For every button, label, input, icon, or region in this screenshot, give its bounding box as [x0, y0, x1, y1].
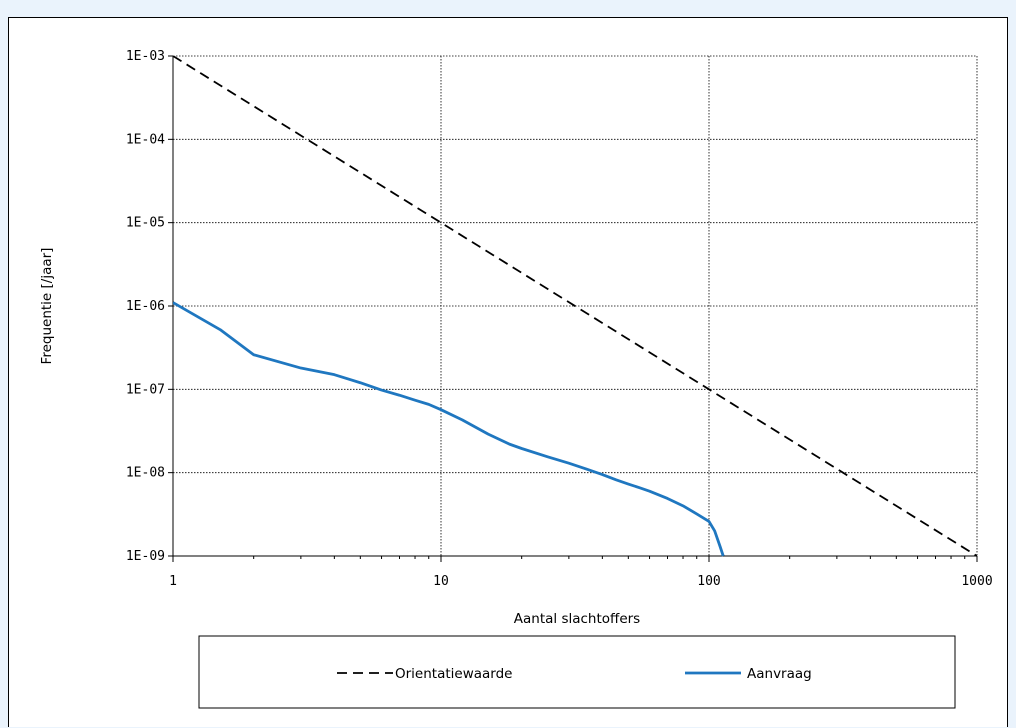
x-axis-title: Aantal slachtoffers [514, 611, 640, 627]
legend-label-aanvraag: Aanvraag [747, 666, 812, 682]
y-tick-label: 1E-03 [126, 49, 165, 64]
x-tick-label: 10 [433, 574, 449, 589]
legend-box [198, 635, 956, 709]
y-tick-label: 1E-06 [126, 299, 165, 314]
x-tick-label: 100 [697, 574, 720, 589]
x-tick-label: 1000 [961, 574, 992, 589]
y-axis-title: Frequentie [/jaar] [39, 248, 55, 365]
chart-frame: 1E-03 1E-04 1E-05 1E-06 1E-07 1E-08 1E-09 1 10 10… [8, 17, 1008, 727]
x-tick-label: 1 [169, 574, 177, 589]
y-tick-label: 1E-08 [126, 466, 165, 481]
y-tick-label: 1E-05 [126, 216, 165, 231]
y-tick-label: 1E-04 [126, 132, 165, 147]
y-tick-label: 1E-07 [126, 382, 165, 397]
chart-svg: 1E-03 1E-04 1E-05 1E-06 1E-07 1E-08 1E-09 1 10 10… [39, 49, 993, 709]
y-tick-label: 1E-09 [126, 549, 165, 564]
series-line-aanvraag [173, 301, 725, 557]
series-line-orientatiewaarde [173, 56, 977, 557]
legend-label-orientatiewaarde: Orientatiewaarde [395, 666, 512, 682]
